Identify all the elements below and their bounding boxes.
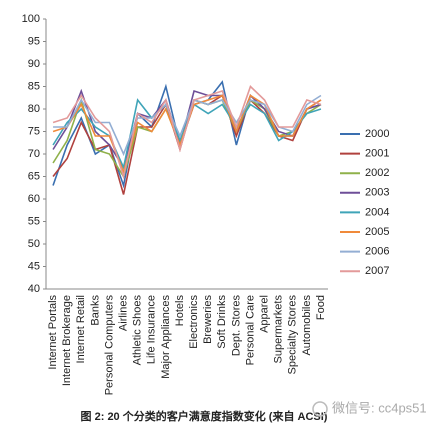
- y-tick-label: 40: [28, 283, 40, 295]
- x-tick-label: Food: [315, 295, 327, 320]
- y-tick-label: 80: [28, 103, 40, 115]
- x-tick-label: Soft Drinks: [216, 295, 228, 349]
- x-tick-label: Internet Brokerage: [61, 295, 73, 386]
- y-tick-label: 95: [28, 35, 40, 47]
- line-series: [52, 88, 322, 170]
- x-tick-label: Banks: [89, 295, 101, 326]
- watermark: 微信号: cc4ps51: [332, 400, 427, 415]
- y-tick-label: 65: [28, 170, 40, 182]
- y-tick-label: 50: [28, 238, 40, 250]
- legend-label: 2007: [365, 265, 389, 277]
- x-tick-label: Internet Retail: [75, 295, 87, 363]
- y-tick-label: 85: [28, 80, 40, 92]
- y-tick-label: 90: [28, 58, 40, 70]
- x-tick-label: Automobiles: [301, 295, 313, 356]
- line-series: [52, 85, 322, 180]
- x-tick-label: Dept. Stores: [230, 295, 242, 357]
- legend-label: 2005: [365, 226, 389, 238]
- x-tick-label: Breweries: [202, 295, 214, 344]
- x-tick-label: Internet Portals: [47, 295, 59, 370]
- x-tick-label: Hotels: [174, 295, 186, 327]
- legend-label: 2006: [365, 246, 389, 258]
- x-tick-label: Supermarkets: [273, 295, 285, 364]
- y-tick-label: 70: [28, 148, 40, 160]
- legend-label: 2004: [365, 206, 389, 218]
- x-tick-label: Major Appliances: [160, 295, 172, 379]
- line-series: [52, 94, 322, 175]
- caption: 图 2: 20 个分类的客户满意度指数变化 (来自 ACSI): [81, 409, 328, 423]
- legend-label: 2002: [365, 167, 389, 179]
- line-series: [52, 80, 322, 189]
- x-tick-label: Specialty Stores: [287, 295, 299, 375]
- legend-label: 2001: [365, 148, 389, 160]
- x-tick-label: Electronics: [188, 295, 200, 349]
- line-series: [52, 98, 322, 171]
- x-tick-label: Apparel: [258, 295, 270, 333]
- x-tick-label: Life Insurance: [146, 295, 158, 364]
- line-series: [52, 94, 322, 195]
- x-tick-label: Personal Care: [244, 295, 256, 365]
- legend-label: 2000: [365, 128, 389, 140]
- y-tick-label: 55: [28, 215, 40, 227]
- y-tick-label: 45: [28, 260, 40, 272]
- y-tick-label: 75: [28, 125, 40, 137]
- x-tick-label: Personal Computers: [103, 295, 115, 396]
- legend-label: 2003: [365, 187, 389, 199]
- x-tick-label: Airlines: [117, 295, 129, 332]
- y-tick-label: 100: [22, 13, 40, 25]
- x-tick-label: Athletic Shoes: [132, 295, 144, 366]
- watermark-icon: [312, 401, 328, 417]
- y-tick-label: 60: [28, 193, 40, 205]
